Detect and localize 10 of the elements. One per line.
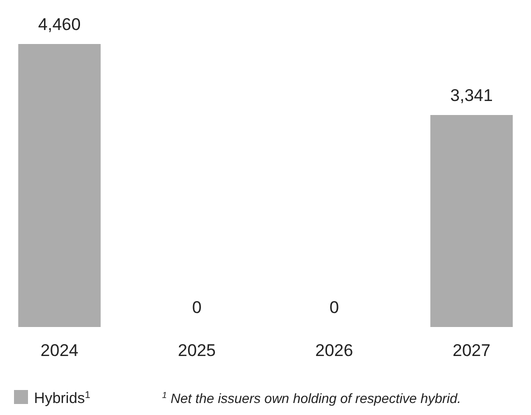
data-label: 0 bbox=[329, 298, 339, 317]
legend-label: Hybrids$^{1}$ bbox=[34, 390, 90, 407]
text: $^{1}$ Net the issuers own holding of respective hybrid. bbox=[162, 390, 462, 406]
x-tick-label: 2026 bbox=[315, 341, 354, 360]
data-label: 0 bbox=[192, 298, 202, 317]
data-label: 4,460 bbox=[38, 15, 81, 34]
x-tick-label: 2024 bbox=[40, 341, 78, 360]
x-tick-label: 2025 bbox=[178, 341, 216, 360]
data-label: 3,341 bbox=[450, 86, 493, 106]
x-tick-label: 2027 bbox=[452, 341, 490, 360]
